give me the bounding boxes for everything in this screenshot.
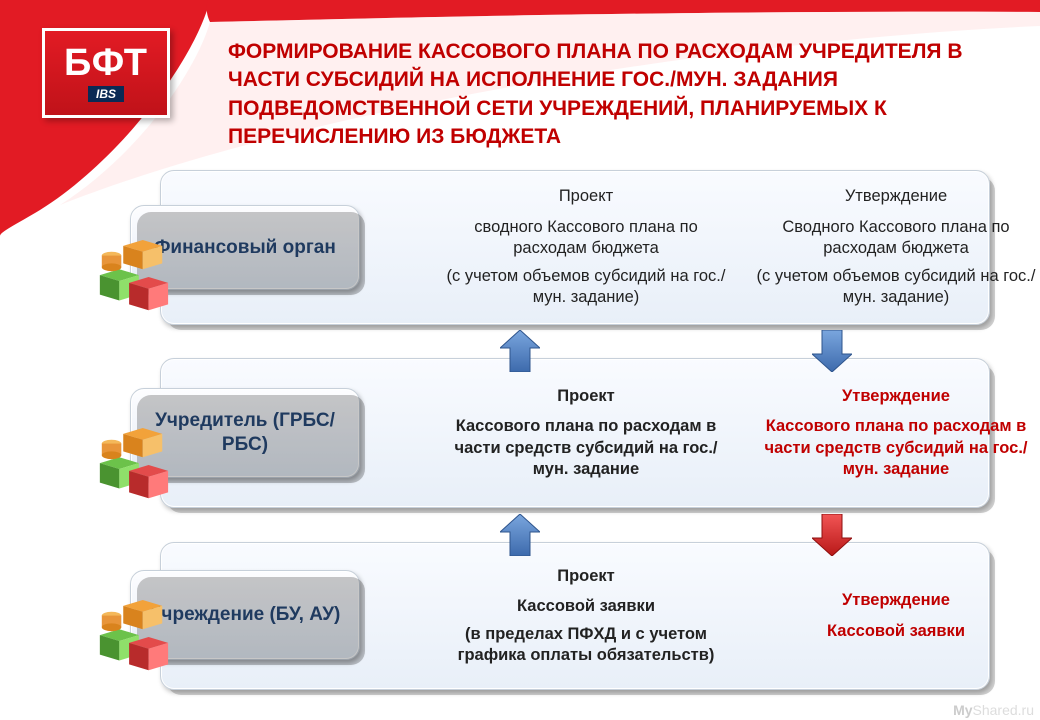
row3-left-text: Проект Кассовой заявки (в пределах ПФХД … xyxy=(441,551,731,681)
row3-right-text: Утверждение Кассовой заявки xyxy=(751,551,1040,681)
row2-left-text: Проект Кассового плана по расходам в час… xyxy=(441,367,731,499)
arrow-down-icon xyxy=(812,330,852,372)
cubes-icon xyxy=(94,600,172,678)
row1-right-text: Утверждение Сводного Кассового плана по … xyxy=(751,179,1040,316)
arrow-down-icon xyxy=(812,514,852,556)
row2-right-text: Утверждение Кассового плана по расходам … xyxy=(751,367,1040,499)
diagram: Проект сводного Кассового плана по расхо… xyxy=(100,170,1000,700)
logo-text: БФТ xyxy=(64,44,148,82)
cubes-icon xyxy=(94,240,172,318)
logo-subtext: IBS xyxy=(88,86,124,102)
arrow-up-icon xyxy=(500,514,540,556)
row1-left-text: Проект сводного Кассового плана по расхо… xyxy=(441,179,731,316)
cubes-icon xyxy=(94,428,172,506)
watermark: MyShared.ru xyxy=(953,702,1034,718)
page-title: ФОРМИРОВАНИЕ КАССОВОГО ПЛАНА ПО РАСХОДАМ… xyxy=(228,38,968,151)
logo: БФТ IBS xyxy=(42,28,170,118)
arrow-up-icon xyxy=(500,330,540,372)
